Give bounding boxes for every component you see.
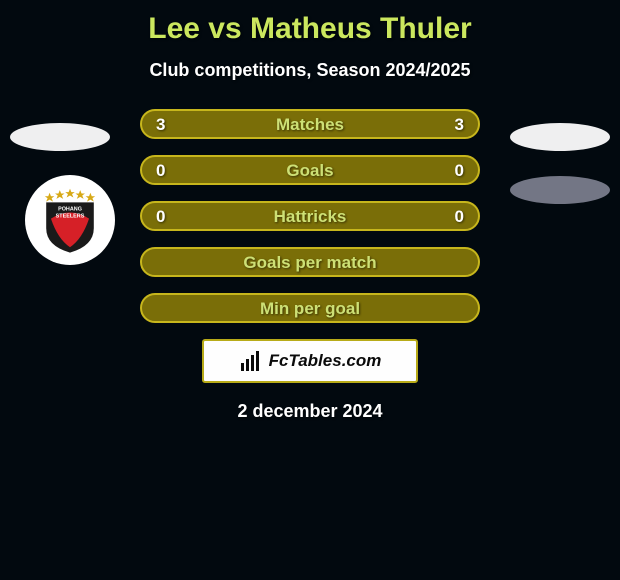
subtitle: Club competitions, Season 2024/2025 [0,60,620,81]
player-right-silhouette-2 [510,176,610,204]
footer-brand-text: FcTables.com [269,351,382,371]
stat-label: Hattricks [142,207,478,227]
player-left-silhouette [10,123,110,151]
stat-row-hattricks: 0 Hattricks 0 [140,201,480,231]
stat-row-goals-per-match: Goals per match [140,247,480,277]
date-text: 2 december 2024 [0,401,620,422]
club-crest-left: POHANG STEELERS [25,175,115,265]
stat-row-matches: 3 Matches 3 [140,109,480,139]
comparison-card: Lee vs Matheus Thuler Club competitions,… [0,0,620,580]
stat-row-goals: 0 Goals 0 [140,155,480,185]
stat-label: Min per goal [142,299,478,319]
crest-stars [45,189,95,202]
stat-right-value: 3 [455,115,464,135]
stat-row-min-per-goal: Min per goal [140,293,480,323]
footer-brand-box: FcTables.com [202,339,418,383]
bar-chart-icon [239,349,263,373]
crest-text-bottom: STEELERS [56,213,85,219]
stat-label: Goals [142,161,478,181]
page-title: Lee vs Matheus Thuler [0,0,620,46]
crest-text-top: POHANG [58,206,82,212]
stat-label: Matches [142,115,478,135]
stat-right-value: 0 [455,207,464,227]
stat-label: Goals per match [142,253,478,273]
player-right-silhouette [510,123,610,151]
stat-right-value: 0 [455,161,464,181]
crest-icon: POHANG STEELERS [36,186,104,254]
